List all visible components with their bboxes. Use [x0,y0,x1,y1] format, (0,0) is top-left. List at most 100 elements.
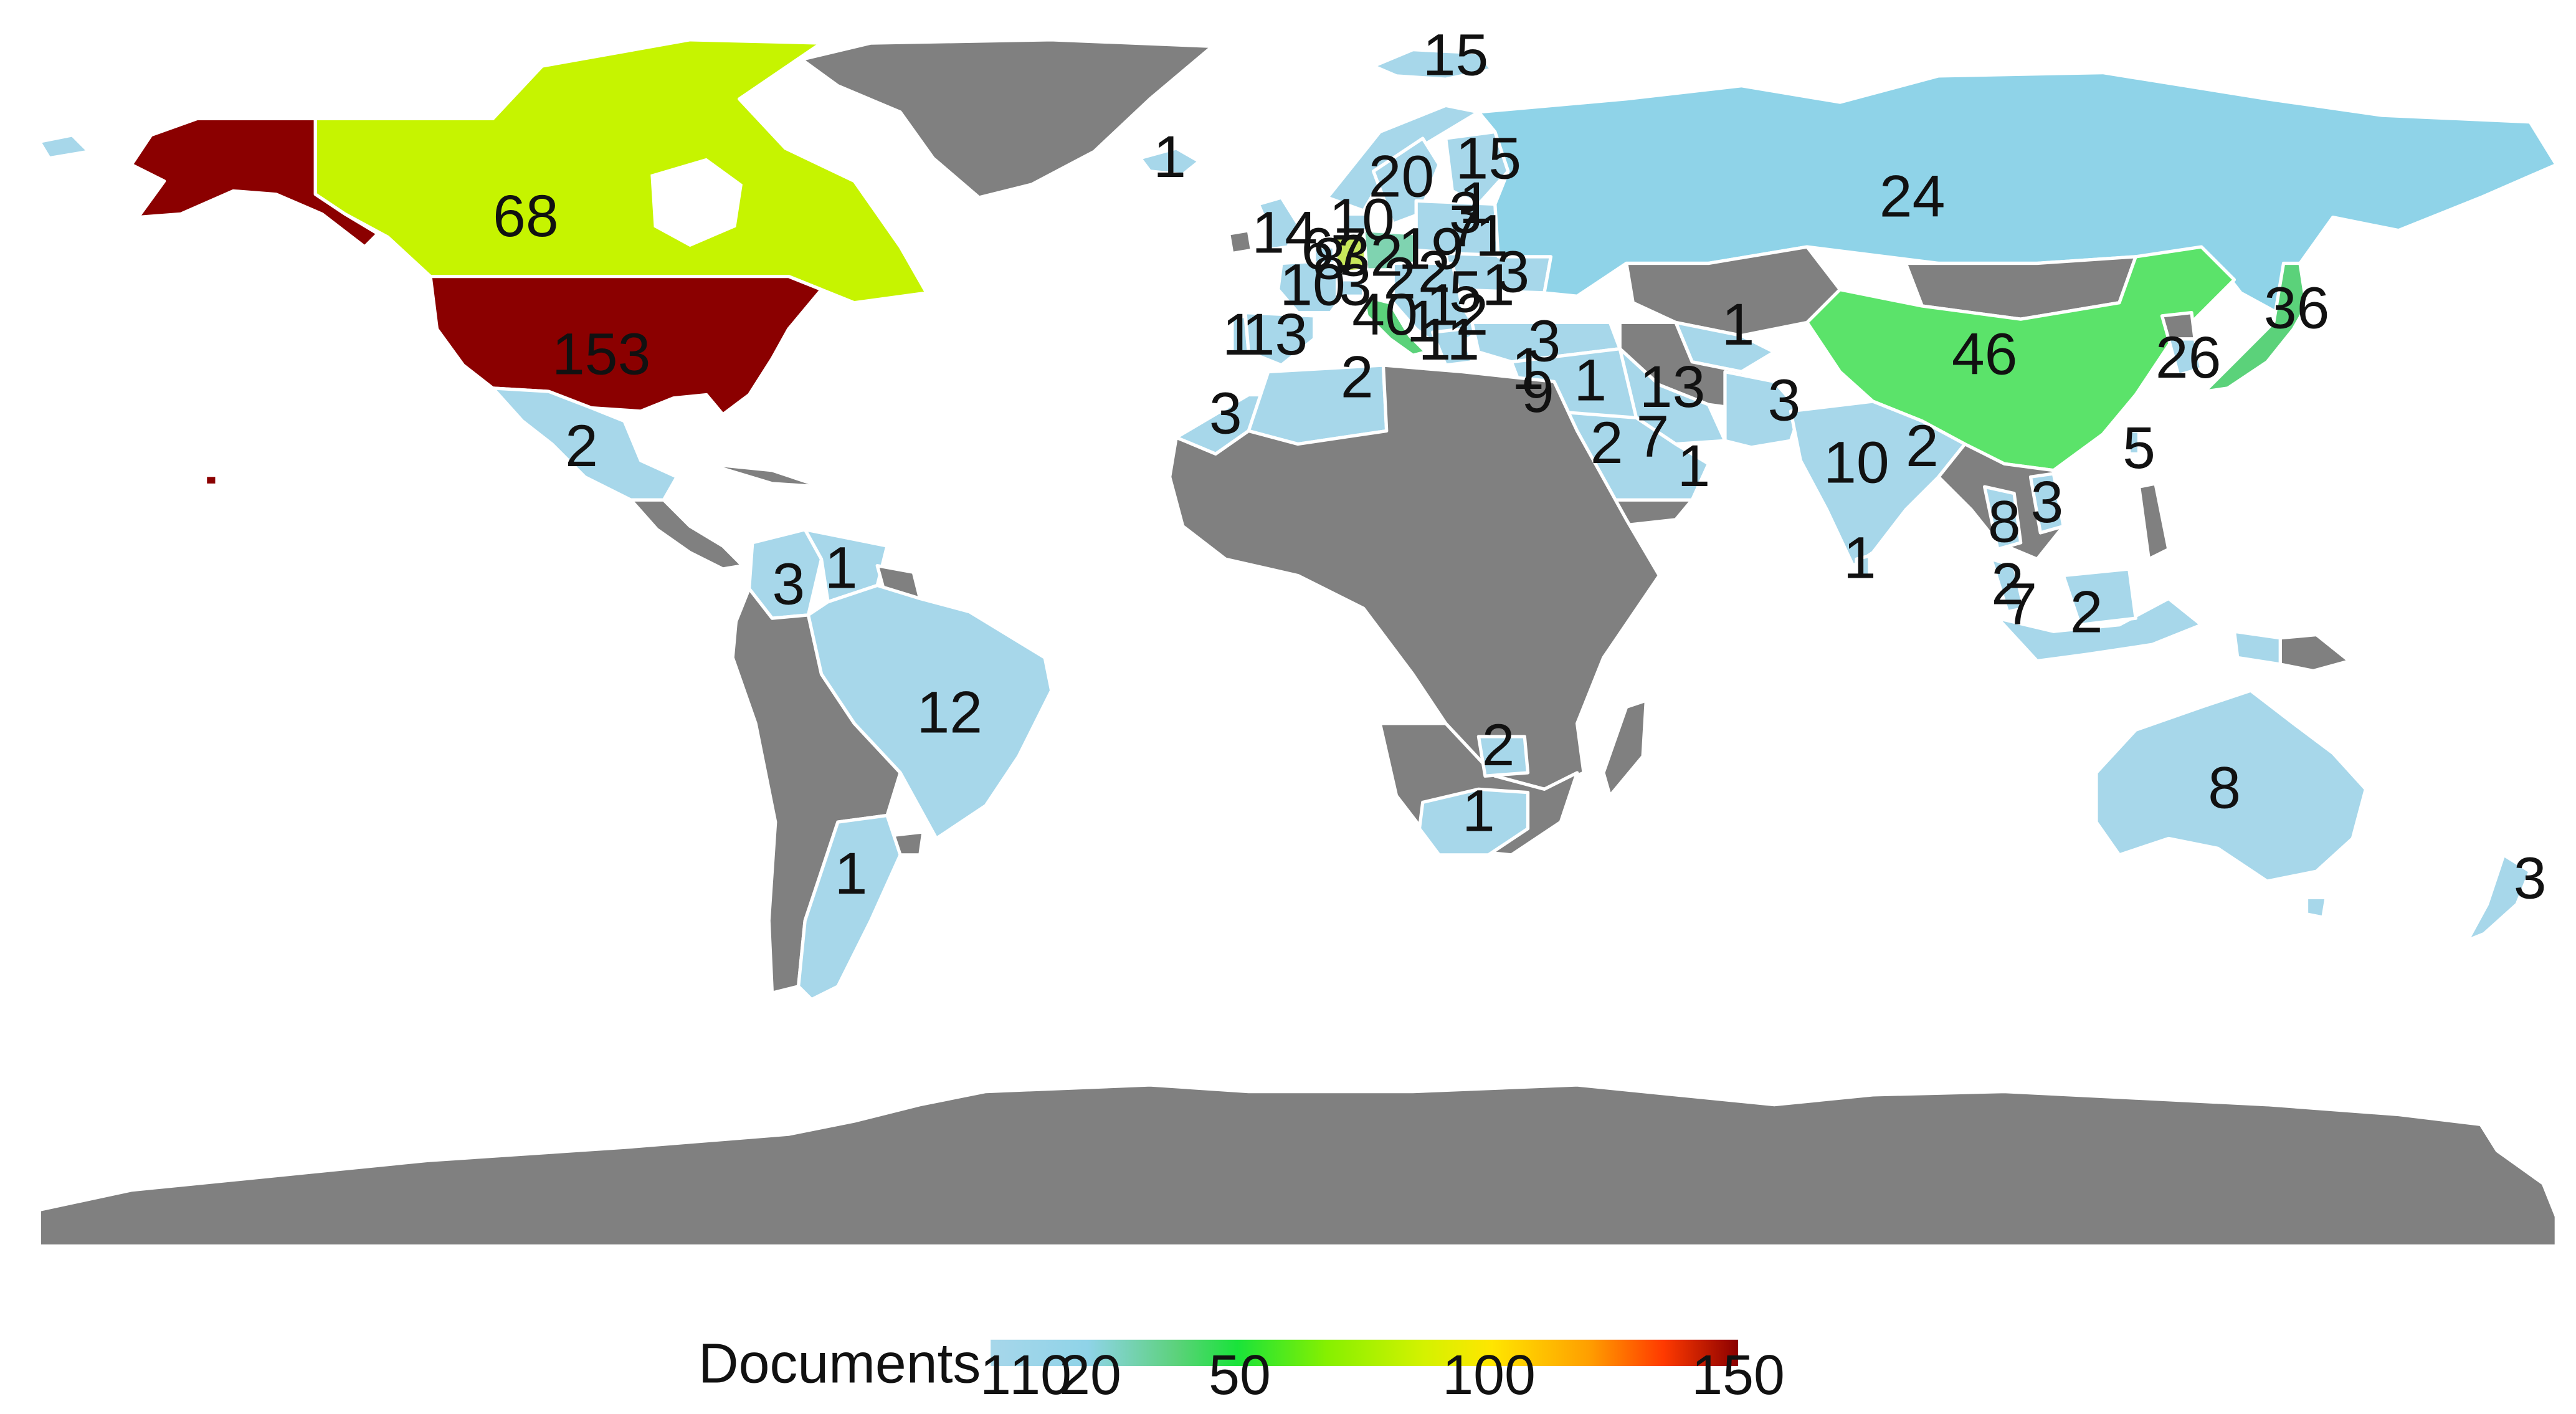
label-south-africa: 1 [1462,778,1495,844]
country-greenland [800,38,1214,199]
label-belarus: 7 [1449,193,1482,259]
label-finland: 15 [1455,126,1521,192]
country-new-zealand [2466,853,2532,942]
label-slovakia: 2 [1418,239,1451,305]
label-iran: 13 [1640,354,1706,420]
label-india: 10 [1823,430,1889,496]
label-usa: 153 [552,322,650,388]
label-china: 46 [1952,322,2018,388]
country-ireland [1227,229,1254,256]
label-israel: 9 [1521,359,1554,425]
label-zimbabwe: 2 [1482,712,1515,778]
country-taiwan [2127,429,2141,456]
country-india [1789,399,1967,568]
label-ukraine: 1 [1475,203,1508,269]
label-svalbard: 15 [1423,22,1489,88]
label-italy: 40 [1352,282,1418,348]
label-canada: 68 [493,183,559,249]
country-australia [2094,689,2368,883]
label-latvia: 3 [1449,180,1482,246]
country-svalbard [1371,48,1494,81]
country-malaysia-singapore [1989,557,2026,614]
label-hungary: 1 [1426,272,1459,338]
label-south-korea: 26 [2155,325,2222,391]
country-greece [1430,327,1474,367]
country-argentina [797,813,902,1001]
label-layer: 153 68 2 3 1 12 1 15 1 14 8 67 32 10 1 1… [493,22,2546,912]
region-central-america [629,498,744,571]
country-brazil [806,583,1053,841]
label-greece: 11 [1419,307,1480,373]
label-romania: 5 [1449,259,1482,325]
label-jordan: 1 [1574,348,1607,414]
label-germany: 67 [1301,216,1367,282]
country-papua-new-guinea [2278,633,2351,673]
region-west-papua [2232,629,2282,666]
legend-tick-label: 20 [1059,1344,1121,1407]
country-thailand [1983,485,2023,551]
label-singapore: 7 [2004,571,2037,637]
legend-tick-label: 10 [1009,1344,1072,1407]
label-poland: 32 [1338,222,1404,289]
land-layer [37,38,2558,1248]
label-argentina: 1 [835,841,868,907]
label-morocco: 3 [1209,380,1242,446]
region-north-africa-sahel [1167,363,1661,791]
label-russia: 24 [1880,163,1946,229]
label-kazakhstan: 1 [1722,292,1755,358]
country-iceland [1138,146,1201,176]
country-pakistan [1723,370,1802,449]
label-saudi-arabia: 2 [1590,410,1623,476]
label-venezuela: 1 [825,535,858,601]
legend-title: Documents [698,1332,981,1395]
label-lebanon: 1 [1511,336,1544,402]
label-austria: 2 [1383,246,1416,312]
label-taiwan: 5 [2122,415,2155,481]
country-philippines [2137,482,2170,561]
label-nepal: 2 [1906,413,1939,479]
label-denmark: 10 [1329,186,1395,252]
label-north-macedonia: 2 [1455,282,1488,348]
country-south-africa [1417,787,1530,857]
country-alaska-west-tip [37,133,91,160]
label-colombia: 3 [772,552,805,618]
country-italy [1362,294,1428,357]
label-france: 10 [1280,252,1346,318]
label-sri-lanka: 1 [1843,525,1876,591]
country-japan [2203,261,2309,393]
country-vietnam [2028,472,2065,535]
country-spain [1243,310,1316,367]
country-indonesia [1996,596,2203,663]
country-zimbabwe [1476,735,1530,778]
legend-tick-label: 150 [1691,1344,1785,1407]
label-spain: 13 [1242,302,1308,368]
country-canada [313,38,928,305]
country-belgium [1313,245,1336,265]
label-thailand: 8 [1988,489,2021,555]
country-usa-hawaii [207,477,216,484]
label-malaysia: 2 [1991,552,2024,618]
country-usa [429,274,824,416]
label-oman: 1 [1677,433,1710,499]
label-moldova: 1 [1482,252,1515,318]
label-brazil: 12 [916,679,982,745]
label-australia: 8 [2208,755,2241,821]
label-algeria: 2 [1341,344,1374,410]
region-tasmania [2304,896,2328,919]
label-czechia: 19 [1398,216,1464,282]
label-vietnam: 3 [2030,469,2063,535]
country-denmark [1345,212,1372,232]
label-uae: 7 [1637,403,1670,469]
country-finland [1444,130,1510,206]
label-iceland: 1 [1153,124,1186,190]
legend-tick-label: 1 [980,1344,1011,1407]
region-caribbean [705,462,824,489]
label-new-zealand: 3 [2514,846,2547,912]
label-turkey: 3 [1528,308,1561,374]
legend-tick-label: 100 [1442,1344,1536,1407]
region-antarctica [37,1083,2558,1248]
country-north-korea [2160,310,2197,341]
